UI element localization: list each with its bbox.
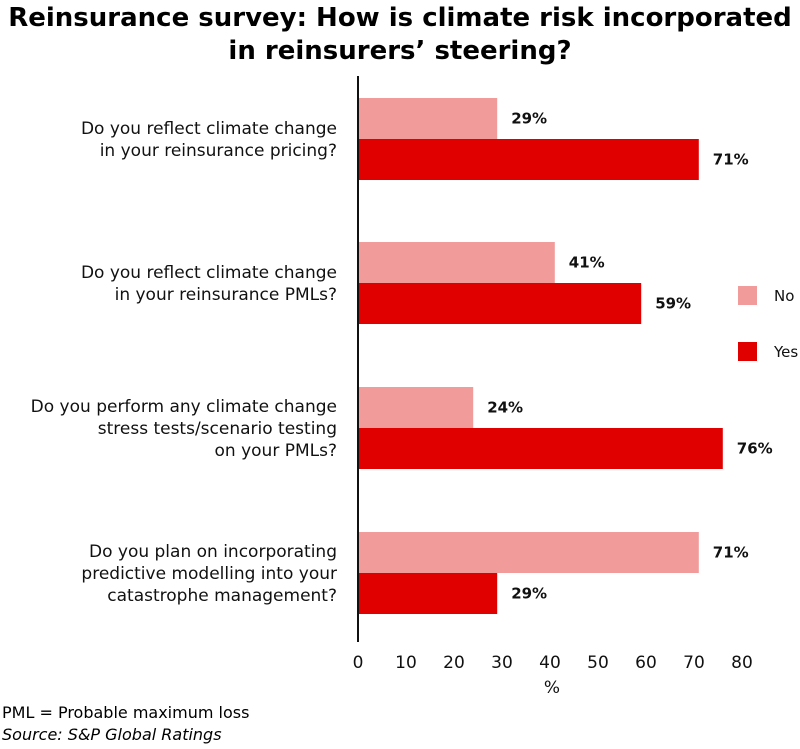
category-label-3: stress tests/scenario testing: [98, 419, 337, 439]
x-tick-label: 50: [587, 653, 609, 673]
bar-no-2: [358, 242, 555, 283]
x-tick-label: 20: [443, 653, 465, 673]
data-label-no-1: 29%: [511, 110, 547, 128]
data-label-no-2: 41%: [569, 254, 605, 272]
data-label-no-3: 24%: [487, 399, 523, 417]
x-tick-label: 0: [353, 653, 364, 673]
data-label-yes-2: 59%: [655, 295, 691, 313]
category-label-1: Do you reflect climate change: [81, 119, 337, 139]
category-label-2: in your reinsurance PMLs?: [115, 285, 337, 305]
bar-no-4: [358, 532, 699, 573]
data-label-yes-3: 76%: [737, 440, 773, 458]
legend-label-no: No: [774, 287, 794, 305]
bar-yes-4: [358, 573, 498, 614]
x-tick-label: 60: [635, 653, 657, 673]
bar-no-1: [358, 98, 498, 139]
x-tick-label: 30: [491, 653, 513, 673]
data-label-yes-1: 71%: [713, 151, 749, 169]
bar-yes-2: [358, 283, 642, 324]
legend-swatch-yes: [738, 342, 757, 361]
x-tick-label: 40: [539, 653, 561, 673]
bar-yes-3: [358, 428, 723, 469]
bar-no-3: [358, 387, 474, 428]
category-label-4: predictive modelling into your: [81, 564, 337, 584]
x-tick-label: 80: [731, 653, 753, 673]
bar-yes-1: [358, 139, 699, 180]
x-tick-label: 10: [395, 653, 417, 673]
category-label-4: Do you plan on incorporating: [89, 542, 337, 562]
category-label-3: Do you perform any climate change: [31, 397, 337, 417]
category-label-4: catastrophe management?: [107, 586, 337, 606]
footnote: PML = Probable maximum loss: [2, 703, 250, 722]
category-label-2: Do you reflect climate change: [81, 263, 337, 283]
legend-label-yes: Yes: [773, 343, 798, 361]
data-label-yes-4: 29%: [511, 585, 547, 603]
source-note: Source: S&P Global Ratings: [2, 725, 222, 744]
x-axis-label: %: [544, 678, 560, 698]
category-label-1: in your reinsurance pricing?: [100, 141, 337, 161]
data-label-no-4: 71%: [713, 544, 749, 562]
chart-title: Reinsurance survey: How is climate risk …: [8, 3, 792, 66]
category-label-3: on your PMLs?: [215, 441, 337, 461]
x-tick-label: 70: [683, 653, 705, 673]
legend-swatch-no: [738, 286, 757, 305]
